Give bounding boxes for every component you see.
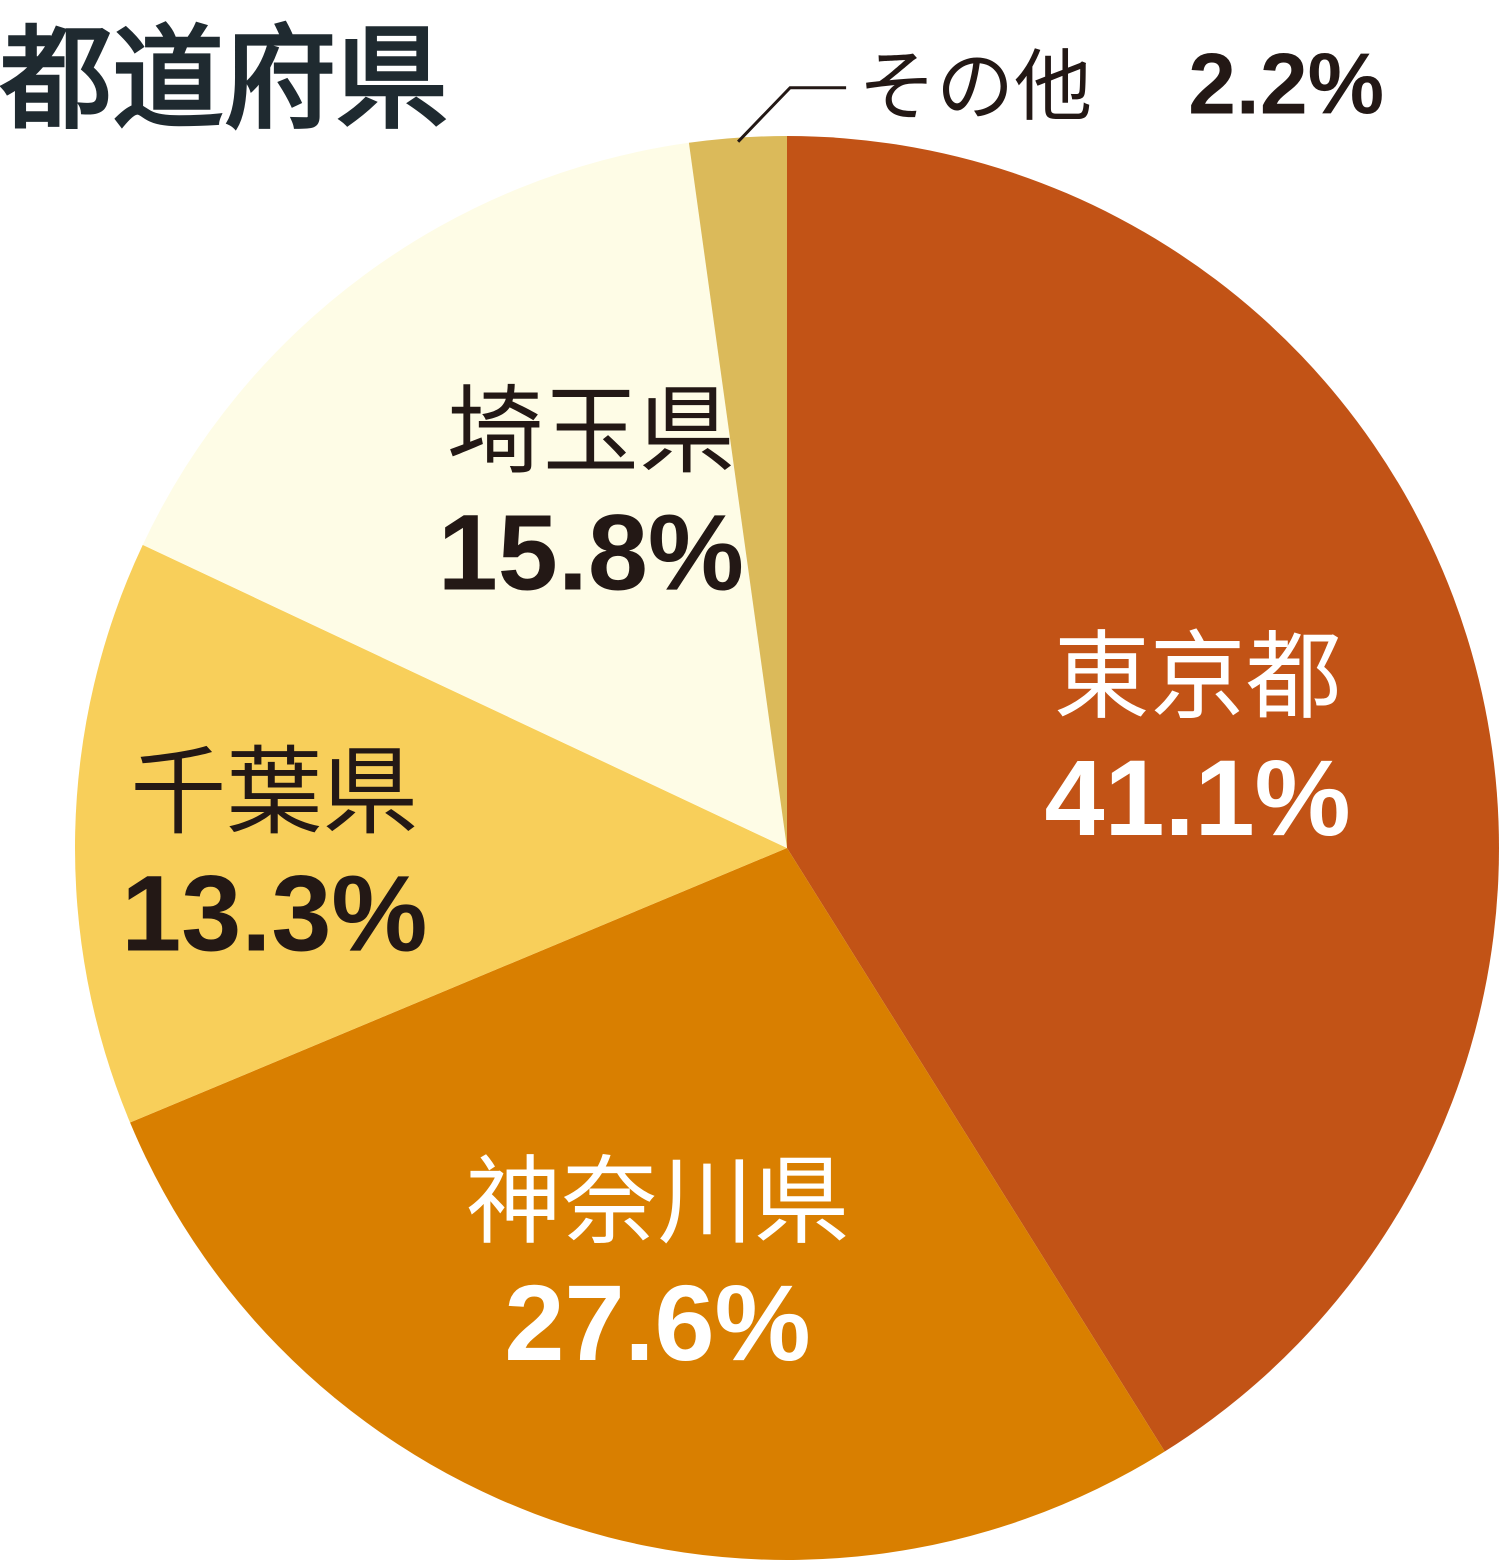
slice-name-label: 神奈川県 [466, 1146, 850, 1258]
pie-slices [74, 136, 1499, 1560]
small-slice-callout: その他 2.2% [737, 37, 1384, 143]
slice-name-label: 東京都 [1054, 621, 1342, 733]
pie-slice [688, 136, 787, 848]
slice-name-label: 埼玉県 [447, 376, 735, 488]
pie-slice [74, 544, 787, 1123]
pie-slice [787, 136, 1499, 1452]
slice-name-label: 千葉県 [130, 737, 418, 849]
slice-value-label: 41.1% [1044, 737, 1350, 858]
slice-value-label: 15.8% [438, 492, 744, 613]
slice-value-label: 27.6% [504, 1262, 810, 1383]
callout-leader-line [737, 86, 847, 143]
slice-value-label: 2.2% [1188, 37, 1384, 133]
slice-value-label: 13.3% [121, 853, 427, 974]
pie-slice [142, 142, 788, 849]
slice-name-label: その他 [858, 43, 1092, 133]
chart-title: 都道府県 [0, 15, 448, 145]
pie-slice [130, 848, 1165, 1560]
